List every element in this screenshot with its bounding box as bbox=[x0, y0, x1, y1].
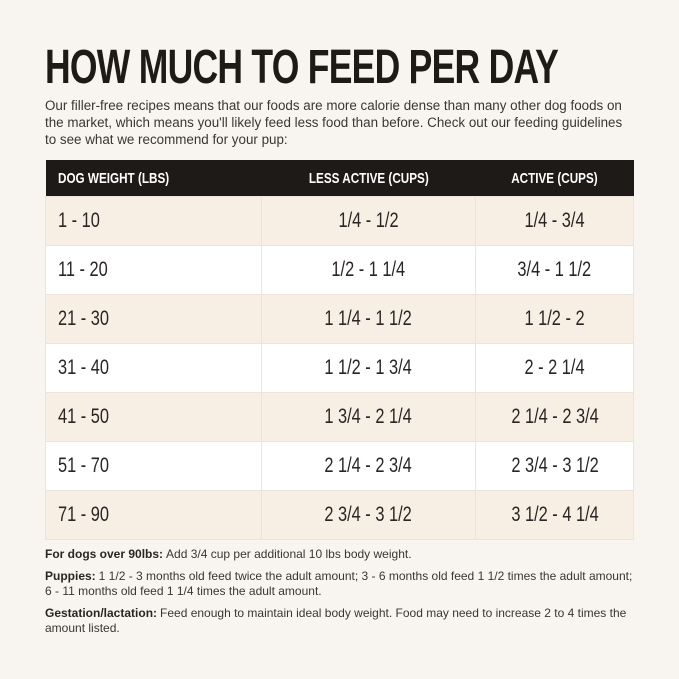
header-row: DOG WEIGHT (LBS) LESS ACTIVE (CUPS) ACTIVE… bbox=[45, 160, 634, 197]
note: For dogs over 90lbs: Add 3/4 cup per addi… bbox=[45, 547, 635, 562]
cell-text: 1 3/4 - 2 1/4 bbox=[324, 405, 413, 428]
table-cell: 1 1/2 - 1 3/4 bbox=[260, 343, 477, 393]
cell-text: 2 3/4 - 3 1/2 bbox=[324, 503, 413, 526]
cell-text: 1/2 - 1 1/4 bbox=[331, 258, 406, 281]
table-cell: 1/4 - 1/2 bbox=[260, 196, 477, 246]
cell-text: 1 1/2 - 1 3/4 bbox=[324, 356, 413, 379]
cell-text: 1 - 10 bbox=[58, 209, 100, 232]
notes: For dogs over 90lbs: Add 3/4 cup per addi… bbox=[45, 547, 635, 643]
header-text: DOG WEIGHT (LBS) bbox=[57, 169, 169, 187]
intro: Our filler-free recipes means that our f… bbox=[45, 98, 623, 147]
note-text: 1 1/2 - 3 months old feed twice the adul… bbox=[45, 569, 633, 598]
table-row: 41 - 50 1 3/4 - 2 1/4 2 1/4 - 2 3/4 bbox=[45, 392, 634, 442]
cell-text: 2 1/4 - 2 3/4 bbox=[510, 405, 599, 428]
cell-text: 1 1/2 - 2 bbox=[524, 307, 585, 330]
table-cell: 3/4 - 1 1/2 bbox=[475, 245, 634, 295]
cell-text: 1 1/4 - 1 1/2 bbox=[324, 307, 413, 330]
note-text: Add 3/4 cup per additional 10 lbs body w… bbox=[166, 547, 412, 561]
table-cell: 2 1/4 - 2 3/4 bbox=[260, 441, 477, 491]
table-cell: 41 - 50 bbox=[45, 392, 262, 442]
table-cell: 31 - 40 bbox=[45, 343, 262, 393]
cell-text: 3/4 - 1 1/2 bbox=[517, 258, 592, 281]
table-cell: 71 - 90 bbox=[45, 490, 262, 540]
table-row: 1 - 10 1/4 - 1/2 1/4 - 3/4 bbox=[45, 196, 634, 246]
table-row: 31 - 40 1 1/2 - 1 3/4 2 - 2 1/4 bbox=[45, 343, 634, 393]
column-header: LESS ACTIVE (CUPS) bbox=[261, 160, 476, 197]
table-cell: 11 - 20 bbox=[45, 245, 262, 295]
column-header: DOG WEIGHT (LBS) bbox=[45, 160, 262, 197]
cell-text: 11 - 20 bbox=[58, 258, 108, 281]
cell-text: 51 - 70 bbox=[58, 454, 110, 477]
note: Puppies: 1 1/2 - 3 months old feed twice … bbox=[45, 569, 635, 599]
table-cell: 2 3/4 - 3 1/2 bbox=[260, 490, 477, 540]
cell-text: 2 1/4 - 2 3/4 bbox=[324, 454, 413, 477]
note-text: Feed enough to maintain ideal body weigh… bbox=[45, 606, 627, 635]
cell-text: 1/4 - 3/4 bbox=[524, 209, 585, 232]
note-label: Puppies: bbox=[45, 569, 96, 583]
title: HOW MUCH TO FEED PER DAY bbox=[45, 41, 559, 94]
table-cell: 1 1/2 - 2 bbox=[475, 294, 634, 344]
table-cell: 51 - 70 bbox=[45, 441, 262, 491]
column-header: ACTIVE (CUPS) bbox=[475, 160, 634, 197]
table-cell: 1 - 10 bbox=[45, 196, 262, 246]
cell-text: 2 - 2 1/4 bbox=[524, 356, 585, 379]
cell-text: 31 - 40 bbox=[58, 356, 110, 379]
table-cell: 1/4 - 3/4 bbox=[475, 196, 634, 246]
table-cell: 3 1/2 - 4 1/4 bbox=[475, 490, 634, 540]
header-text: ACTIVE (CUPS) bbox=[511, 169, 598, 187]
cell-text: 3 1/2 - 4 1/4 bbox=[510, 503, 599, 526]
table-cell: 1 1/4 - 1 1/2 bbox=[260, 294, 477, 344]
table-cell: 2 3/4 - 3 1/2 bbox=[475, 441, 634, 491]
note: Gestation/lactation: Feed enough to maint… bbox=[45, 606, 635, 636]
header-text: LESS ACTIVE (CUPS) bbox=[308, 169, 429, 187]
note-label: For dogs over 90lbs: bbox=[45, 547, 164, 561]
feeding-table: DOG WEIGHT (LBS) LESS ACTIVE (CUPS) ACTIVE… bbox=[45, 160, 634, 540]
table-cell: 1 3/4 - 2 1/4 bbox=[260, 392, 477, 442]
note-label: Gestation/lactation: bbox=[45, 606, 158, 620]
table-row: 21 - 30 1 1/4 - 1 1/2 1 1/2 - 2 bbox=[45, 294, 634, 344]
table-cell: 2 1/4 - 2 3/4 bbox=[475, 392, 634, 442]
table-row: 71 - 90 2 3/4 - 3 1/2 3 1/2 - 4 1/4 bbox=[45, 490, 634, 540]
table-cell: 1/2 - 1 1/4 bbox=[260, 245, 477, 295]
cell-text: 71 - 90 bbox=[58, 503, 110, 526]
cell-text: 1/4 - 1/2 bbox=[338, 209, 399, 232]
cell-text: 21 - 30 bbox=[58, 307, 110, 330]
cell-text: 2 3/4 - 3 1/2 bbox=[510, 454, 599, 477]
table-row: 51 - 70 2 1/4 - 2 3/4 2 3/4 - 3 1/2 bbox=[45, 441, 634, 491]
cell-text: 41 - 50 bbox=[58, 405, 110, 428]
table-cell: 21 - 30 bbox=[45, 294, 262, 344]
table-cell: 2 - 2 1/4 bbox=[475, 343, 634, 393]
table-row: 11 - 20 1/2 - 1 1/4 3/4 - 1 1/2 bbox=[45, 245, 634, 295]
